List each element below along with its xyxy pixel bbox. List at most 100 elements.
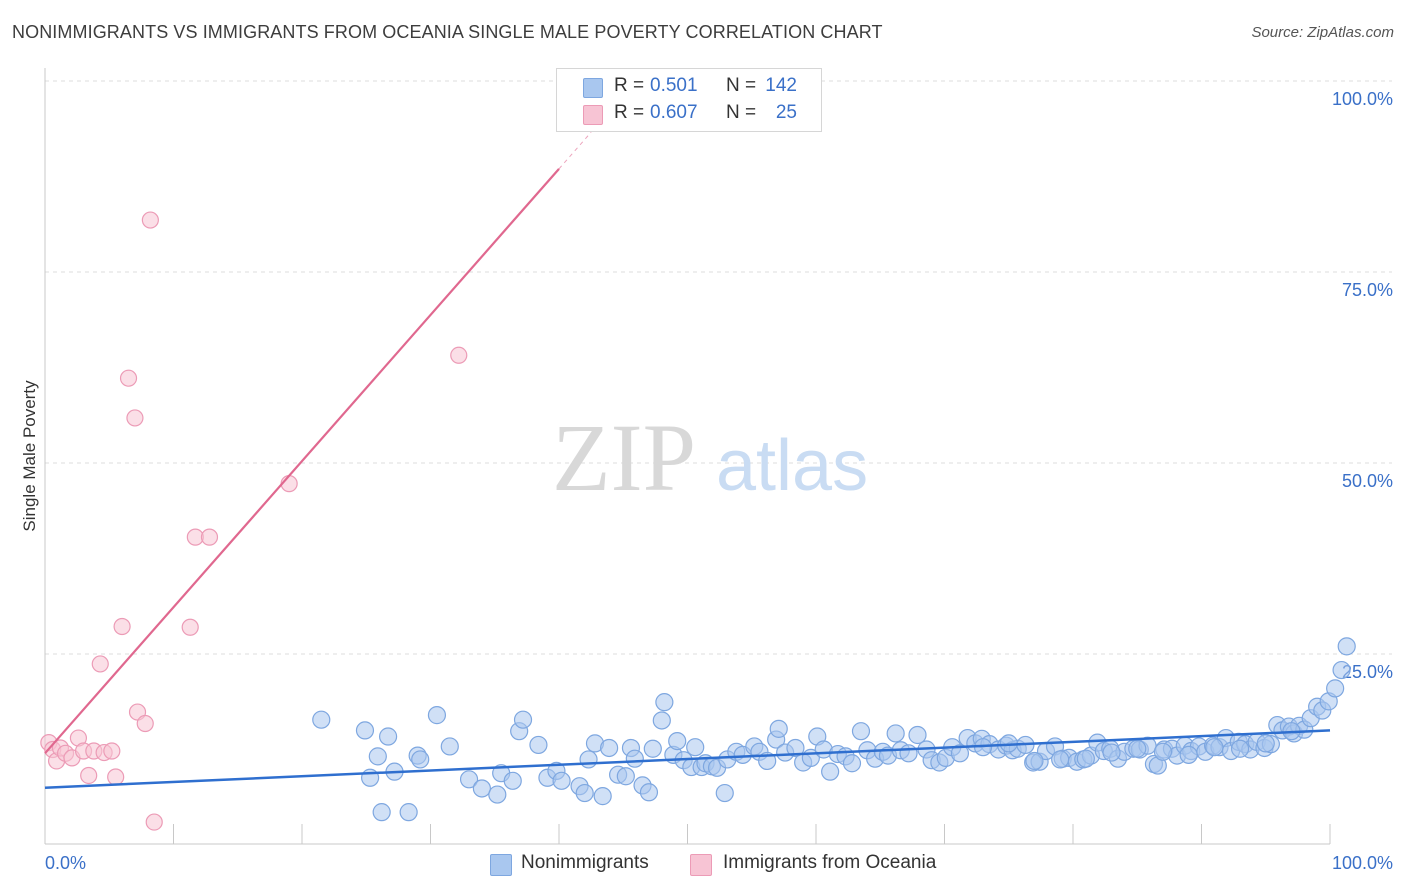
nonimmigrant-point xyxy=(378,727,398,746)
nonimmigrant-point xyxy=(503,771,522,790)
y-axis-label: Single Male Poverty xyxy=(20,380,39,532)
nonimmigrant-point xyxy=(1076,749,1095,768)
nonimmigrant-point xyxy=(1326,679,1345,698)
immigrant-point xyxy=(113,617,131,636)
watermark-atlas: atlas xyxy=(716,426,868,506)
nonimmigrant-point xyxy=(616,767,635,786)
immigrant-trend-extension xyxy=(558,131,592,170)
nonimmigrant-point xyxy=(821,762,840,781)
nonimmigrant-point xyxy=(1025,751,1044,771)
legend-swatch-blue xyxy=(583,78,603,98)
nonimmigrant-point xyxy=(411,750,430,769)
immigrant-point xyxy=(107,768,125,786)
nonimmigrant-point xyxy=(427,706,447,725)
nonimmigrant-point xyxy=(399,803,418,822)
immigrant-point xyxy=(450,346,468,364)
nonimmigrant-point xyxy=(786,738,805,758)
immigrant-trend-line xyxy=(44,168,560,755)
immigrant-point xyxy=(200,528,219,546)
nonimmigrant-point xyxy=(643,739,662,758)
nonimmigrant-point xyxy=(655,693,674,712)
nonimmigrant-point xyxy=(1337,637,1356,656)
nonimmigrant-point xyxy=(1332,660,1351,680)
nonimmigrant-point xyxy=(1179,745,1198,764)
immigrant-point xyxy=(141,211,159,229)
nonimmigrant-point xyxy=(1230,739,1250,758)
x-tick-label: 100.0% xyxy=(1332,853,1393,873)
nonimmigrant-point xyxy=(908,725,927,745)
y-tick-label: 25.0% xyxy=(1342,662,1393,682)
legend-swatch-pink xyxy=(690,854,712,876)
nonimmigrant-point xyxy=(886,724,905,743)
legend-r-label: R = xyxy=(614,102,645,123)
legend-n-label: N = xyxy=(726,75,757,96)
nonimmigrant-point xyxy=(668,731,687,751)
legend-row-immigrants: R = 0.607 N = 25 xyxy=(557,101,821,127)
legend-r-value: 0.607 xyxy=(650,102,698,123)
y-tick-label: 50.0% xyxy=(1342,471,1393,491)
legend-n-label: N = xyxy=(726,102,757,123)
nonimmigrant-point xyxy=(440,737,459,756)
x-tick-label: 0.0% xyxy=(45,853,86,873)
nonimmigrant-point xyxy=(529,735,548,755)
nonimmigrant-point xyxy=(899,744,918,763)
nonimmigrant-point xyxy=(575,783,594,803)
legend-row-nonimmigrants: R = 0.501 N = 142 xyxy=(557,74,821,100)
nonimmigrant-point xyxy=(368,747,387,766)
nonimmigrant-point xyxy=(579,750,598,769)
nonimmigrant-point xyxy=(769,719,788,738)
nonimmigrant-point xyxy=(1128,739,1147,758)
trend-lines xyxy=(44,131,1331,789)
axes: 25.0% 50.0% 75.0% 100.0% 0.0% 100.0% xyxy=(44,68,1393,873)
source-label: Source: ZipAtlas.com xyxy=(1251,24,1394,41)
nonimmigrant-point xyxy=(652,711,671,730)
nonimmigrant-point xyxy=(686,738,705,757)
legend-r-value: 0.501 xyxy=(650,75,698,96)
nonimmigrant-point xyxy=(472,779,491,798)
nonimmigrant-point xyxy=(639,783,659,802)
nonimmigrant-point xyxy=(355,721,375,740)
immigrant-point xyxy=(119,369,138,387)
legend-swatch-pink xyxy=(583,105,603,125)
y-tick-label: 100.0% xyxy=(1332,89,1393,109)
immigrant-point xyxy=(91,655,109,673)
nonimmigrant-point xyxy=(600,738,619,758)
nonimmigrant-trend-line xyxy=(44,729,1331,789)
nonimmigrant-point xyxy=(372,803,391,822)
immigrant-point xyxy=(136,714,154,733)
immigrant-point xyxy=(103,742,121,760)
nonimmigrant-point xyxy=(715,783,734,803)
points xyxy=(40,211,1356,831)
immigrant-point xyxy=(145,813,163,831)
nonimmigrant-point xyxy=(312,710,331,729)
legend-n-value: 25 xyxy=(775,102,797,123)
legend-label: Nonimmigrants xyxy=(521,852,649,873)
immigrant-point xyxy=(126,409,144,427)
legend-n-value: 142 xyxy=(765,75,797,96)
legend-label: Immigrants from Oceania xyxy=(723,852,937,873)
watermark-zip: ZIP xyxy=(552,404,696,511)
nonimmigrant-point xyxy=(513,710,533,729)
watermark: ZIP atlas xyxy=(552,404,868,511)
y-tick-label: 75.0% xyxy=(1342,280,1393,300)
nonimmigrant-point xyxy=(625,749,644,768)
nonimmigrant-point xyxy=(1205,738,1224,757)
legend-swatch-blue xyxy=(490,854,512,876)
nonimmigrant-point xyxy=(488,785,507,804)
nonimmigrant-point xyxy=(459,770,479,789)
nonimmigrant-point xyxy=(593,787,612,806)
immigrant-point xyxy=(181,618,199,636)
nonimmigrant-point xyxy=(842,754,862,773)
nonimmigrant-point xyxy=(950,744,970,763)
nonimmigrant-point xyxy=(552,771,571,790)
nonimmigrant-point xyxy=(1256,734,1275,753)
nonimmigrant-point xyxy=(1051,750,1070,769)
nonimmigrant-point xyxy=(1102,743,1121,762)
nonimmigrant-point xyxy=(851,722,871,741)
immigrant-point xyxy=(80,766,98,785)
grid xyxy=(45,80,1392,655)
legend-r-label: R = xyxy=(614,75,645,96)
chart-title: NONIMMIGRANTS VS IMMIGRANTS FROM OCEANIA… xyxy=(12,22,883,42)
nonimmigrant-point xyxy=(1153,742,1173,761)
